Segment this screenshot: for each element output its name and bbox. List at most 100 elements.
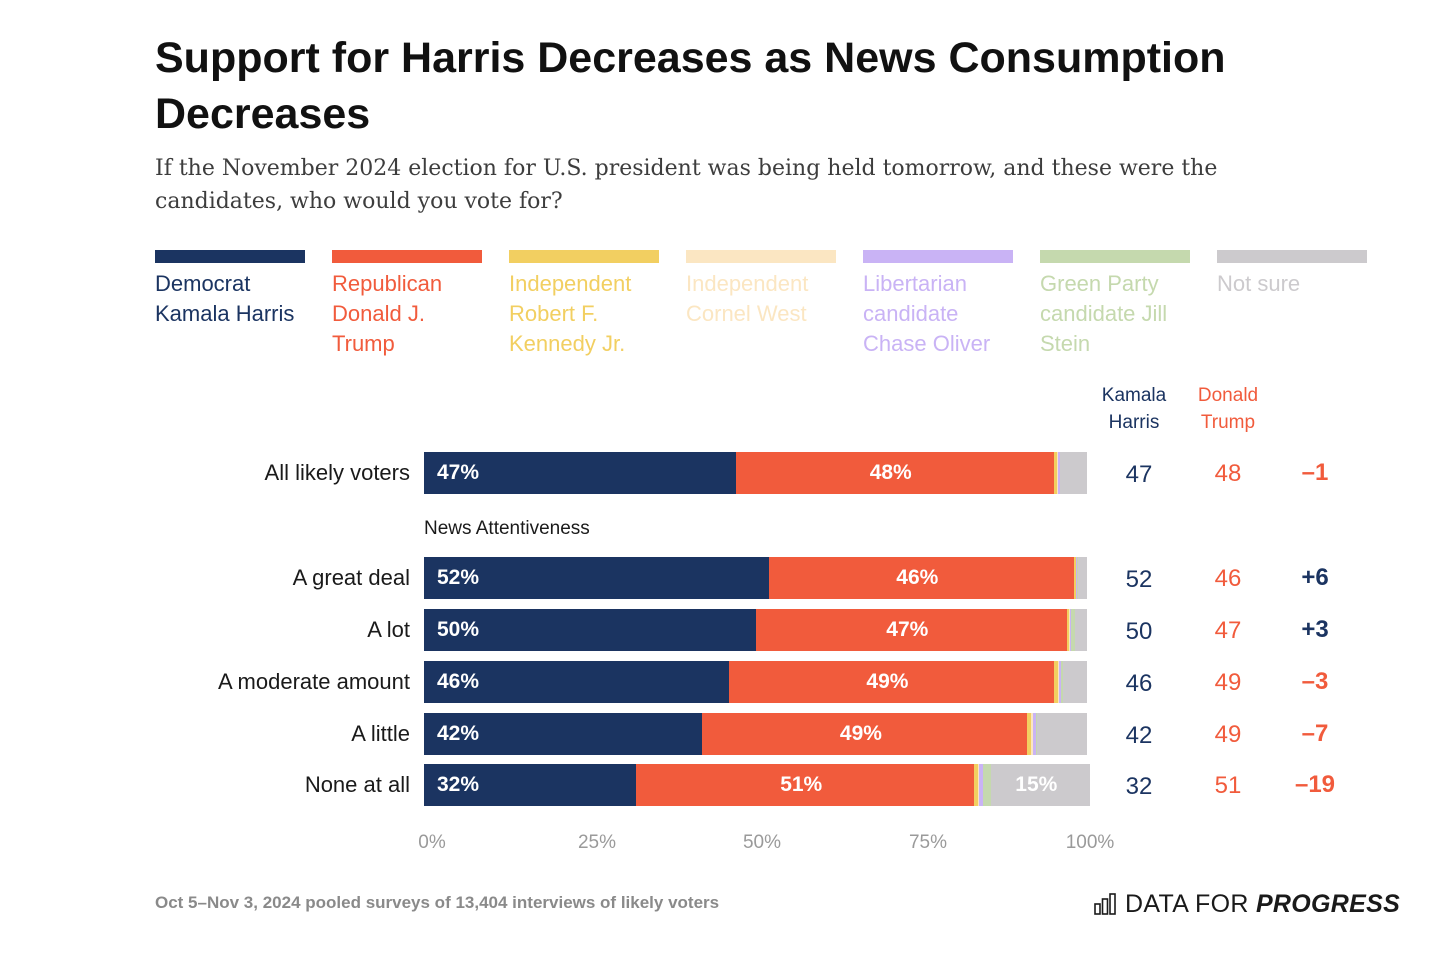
- bar-segment: [974, 764, 978, 806]
- legend-item: Independent Robert F. Kennedy Jr.: [509, 250, 659, 359]
- x-tick-label: 50%: [742, 832, 782, 853]
- row-label: A great deal: [292, 565, 410, 590]
- trump-value: 48: [1214, 460, 1242, 487]
- data-label: 50%: [437, 618, 480, 641]
- bar-segment: [1077, 557, 1087, 599]
- trump-value: 49: [1214, 669, 1242, 696]
- legend-swatch: [1217, 250, 1367, 263]
- data-label: 47%: [437, 461, 480, 484]
- brand-text: DATA FOR PROGRESS: [1125, 890, 1400, 919]
- legend-label: Independent Cornel West: [686, 271, 809, 326]
- data-label: 42%: [437, 722, 480, 745]
- margin-value: +3: [1301, 616, 1329, 643]
- data-label: 49%: [839, 722, 882, 745]
- legend-item: Green Party candidate Jill Stein: [1040, 250, 1190, 359]
- section-label: News Attentiveness: [424, 518, 590, 539]
- bar-segment: [1037, 713, 1087, 755]
- margin-value: +6: [1301, 564, 1329, 591]
- legend-label: Independent Robert F. Kennedy Jr.: [509, 271, 632, 356]
- legend-swatch: [863, 250, 1013, 263]
- harris-value: 46: [1125, 670, 1153, 697]
- brand-prefix: DATA FOR: [1125, 889, 1249, 918]
- bar-segment: [424, 609, 756, 651]
- margin-value: –3: [1301, 668, 1329, 695]
- bar-segment: [1061, 661, 1064, 703]
- bar-segment: [424, 661, 729, 703]
- trump-value: 47: [1214, 617, 1242, 644]
- data-label: 46%: [437, 670, 480, 693]
- stacked-bar: 47% 48%: [424, 452, 1087, 494]
- bar-segment: [1071, 609, 1076, 651]
- bar-segment: [1058, 452, 1060, 494]
- bar-segment: [702, 713, 1028, 755]
- bar-segment: [1059, 661, 1062, 703]
- bar-segment: [768, 557, 1074, 599]
- stacked-bar: 32% 51% 15%: [424, 764, 1091, 806]
- data-label: 15%: [1015, 773, 1058, 796]
- bar-segment: [728, 661, 1054, 703]
- harris-value: 32: [1125, 773, 1153, 800]
- trump-value: 49: [1214, 721, 1242, 748]
- bar-segment: [636, 764, 975, 806]
- harris-value: 47: [1125, 461, 1153, 488]
- trump-value: 46: [1214, 565, 1242, 592]
- legend-swatch: [1040, 250, 1190, 263]
- bar-segment: [990, 764, 1091, 806]
- bar-segment: [424, 713, 703, 755]
- x-tick-label: 0%: [418, 832, 446, 853]
- data-label: 52%: [437, 566, 480, 589]
- bar-segment: [424, 764, 637, 806]
- data-label: 47%: [886, 618, 929, 641]
- bar-segment: [1053, 661, 1058, 703]
- margin-value: –19: [1294, 771, 1336, 798]
- legend-item: Republican Donald J. Trump: [332, 250, 482, 359]
- bar-segment: [1057, 661, 1060, 703]
- legend: Democrat Kamala Harris Republican Donald …: [155, 250, 1370, 365]
- trump-value: 51: [1214, 772, 1242, 799]
- harris-value: 52: [1125, 566, 1153, 593]
- stacked-bar: 50% 47%: [424, 609, 1087, 651]
- legend-item: Libertarian candidate Chase Oliver: [863, 250, 1013, 359]
- row-label: A moderate amount: [217, 669, 410, 694]
- row-label: None at all: [304, 772, 410, 797]
- bar-segment: [1069, 609, 1070, 651]
- x-tick-label: 100%: [1065, 832, 1115, 853]
- legend-item: Democrat Kamala Harris: [155, 250, 305, 329]
- bar-segment: [1077, 557, 1078, 599]
- data-label: 51%: [780, 773, 823, 796]
- margin-value: –7: [1301, 720, 1329, 747]
- bar-segment: [978, 764, 983, 806]
- bar-segment: [755, 609, 1068, 651]
- stacked-bar: 52% 46%: [424, 557, 1087, 599]
- x-tick-label: 25%: [577, 832, 617, 853]
- x-tick-label: 75%: [908, 832, 948, 853]
- stacked-bar: 46% 49%: [424, 661, 1087, 703]
- data-label: 32%: [437, 773, 480, 796]
- bar-segment: [735, 452, 1054, 494]
- legend-label: Not sure: [1217, 271, 1301, 296]
- legend-swatch: [509, 250, 659, 263]
- bar-segment: [1075, 557, 1077, 599]
- bar-segment: [1067, 609, 1070, 651]
- bar-segment: [1075, 609, 1087, 651]
- chart-title: Support for Harris Decreases as News Con…: [155, 34, 1226, 138]
- legend-item: Independent Cornel West: [686, 250, 836, 329]
- harris-value: 50: [1125, 618, 1153, 645]
- row-label: A little: [351, 721, 410, 746]
- data-label: 49%: [866, 670, 909, 693]
- bar-segment: [1053, 452, 1058, 494]
- legend-label: Libertarian candidate Chase Oliver: [863, 271, 991, 356]
- bar-segment: [1057, 452, 1059, 494]
- bar-segment: [1031, 713, 1034, 755]
- bar-segment: [424, 452, 736, 494]
- bar-segment: [977, 764, 979, 806]
- bar-segment: [1069, 609, 1072, 651]
- chart-subtitle: If the November 2024 election for U.S. p…: [155, 156, 1218, 214]
- data-label: 48%: [869, 461, 912, 484]
- bar-segment: [982, 764, 991, 806]
- bar-segment: [1027, 713, 1032, 755]
- row-label: A lot: [367, 617, 410, 642]
- bar-segment: [1060, 452, 1087, 494]
- legend-label: Green Party candidate Jill Stein: [1040, 271, 1168, 356]
- legend-swatch: [686, 250, 836, 263]
